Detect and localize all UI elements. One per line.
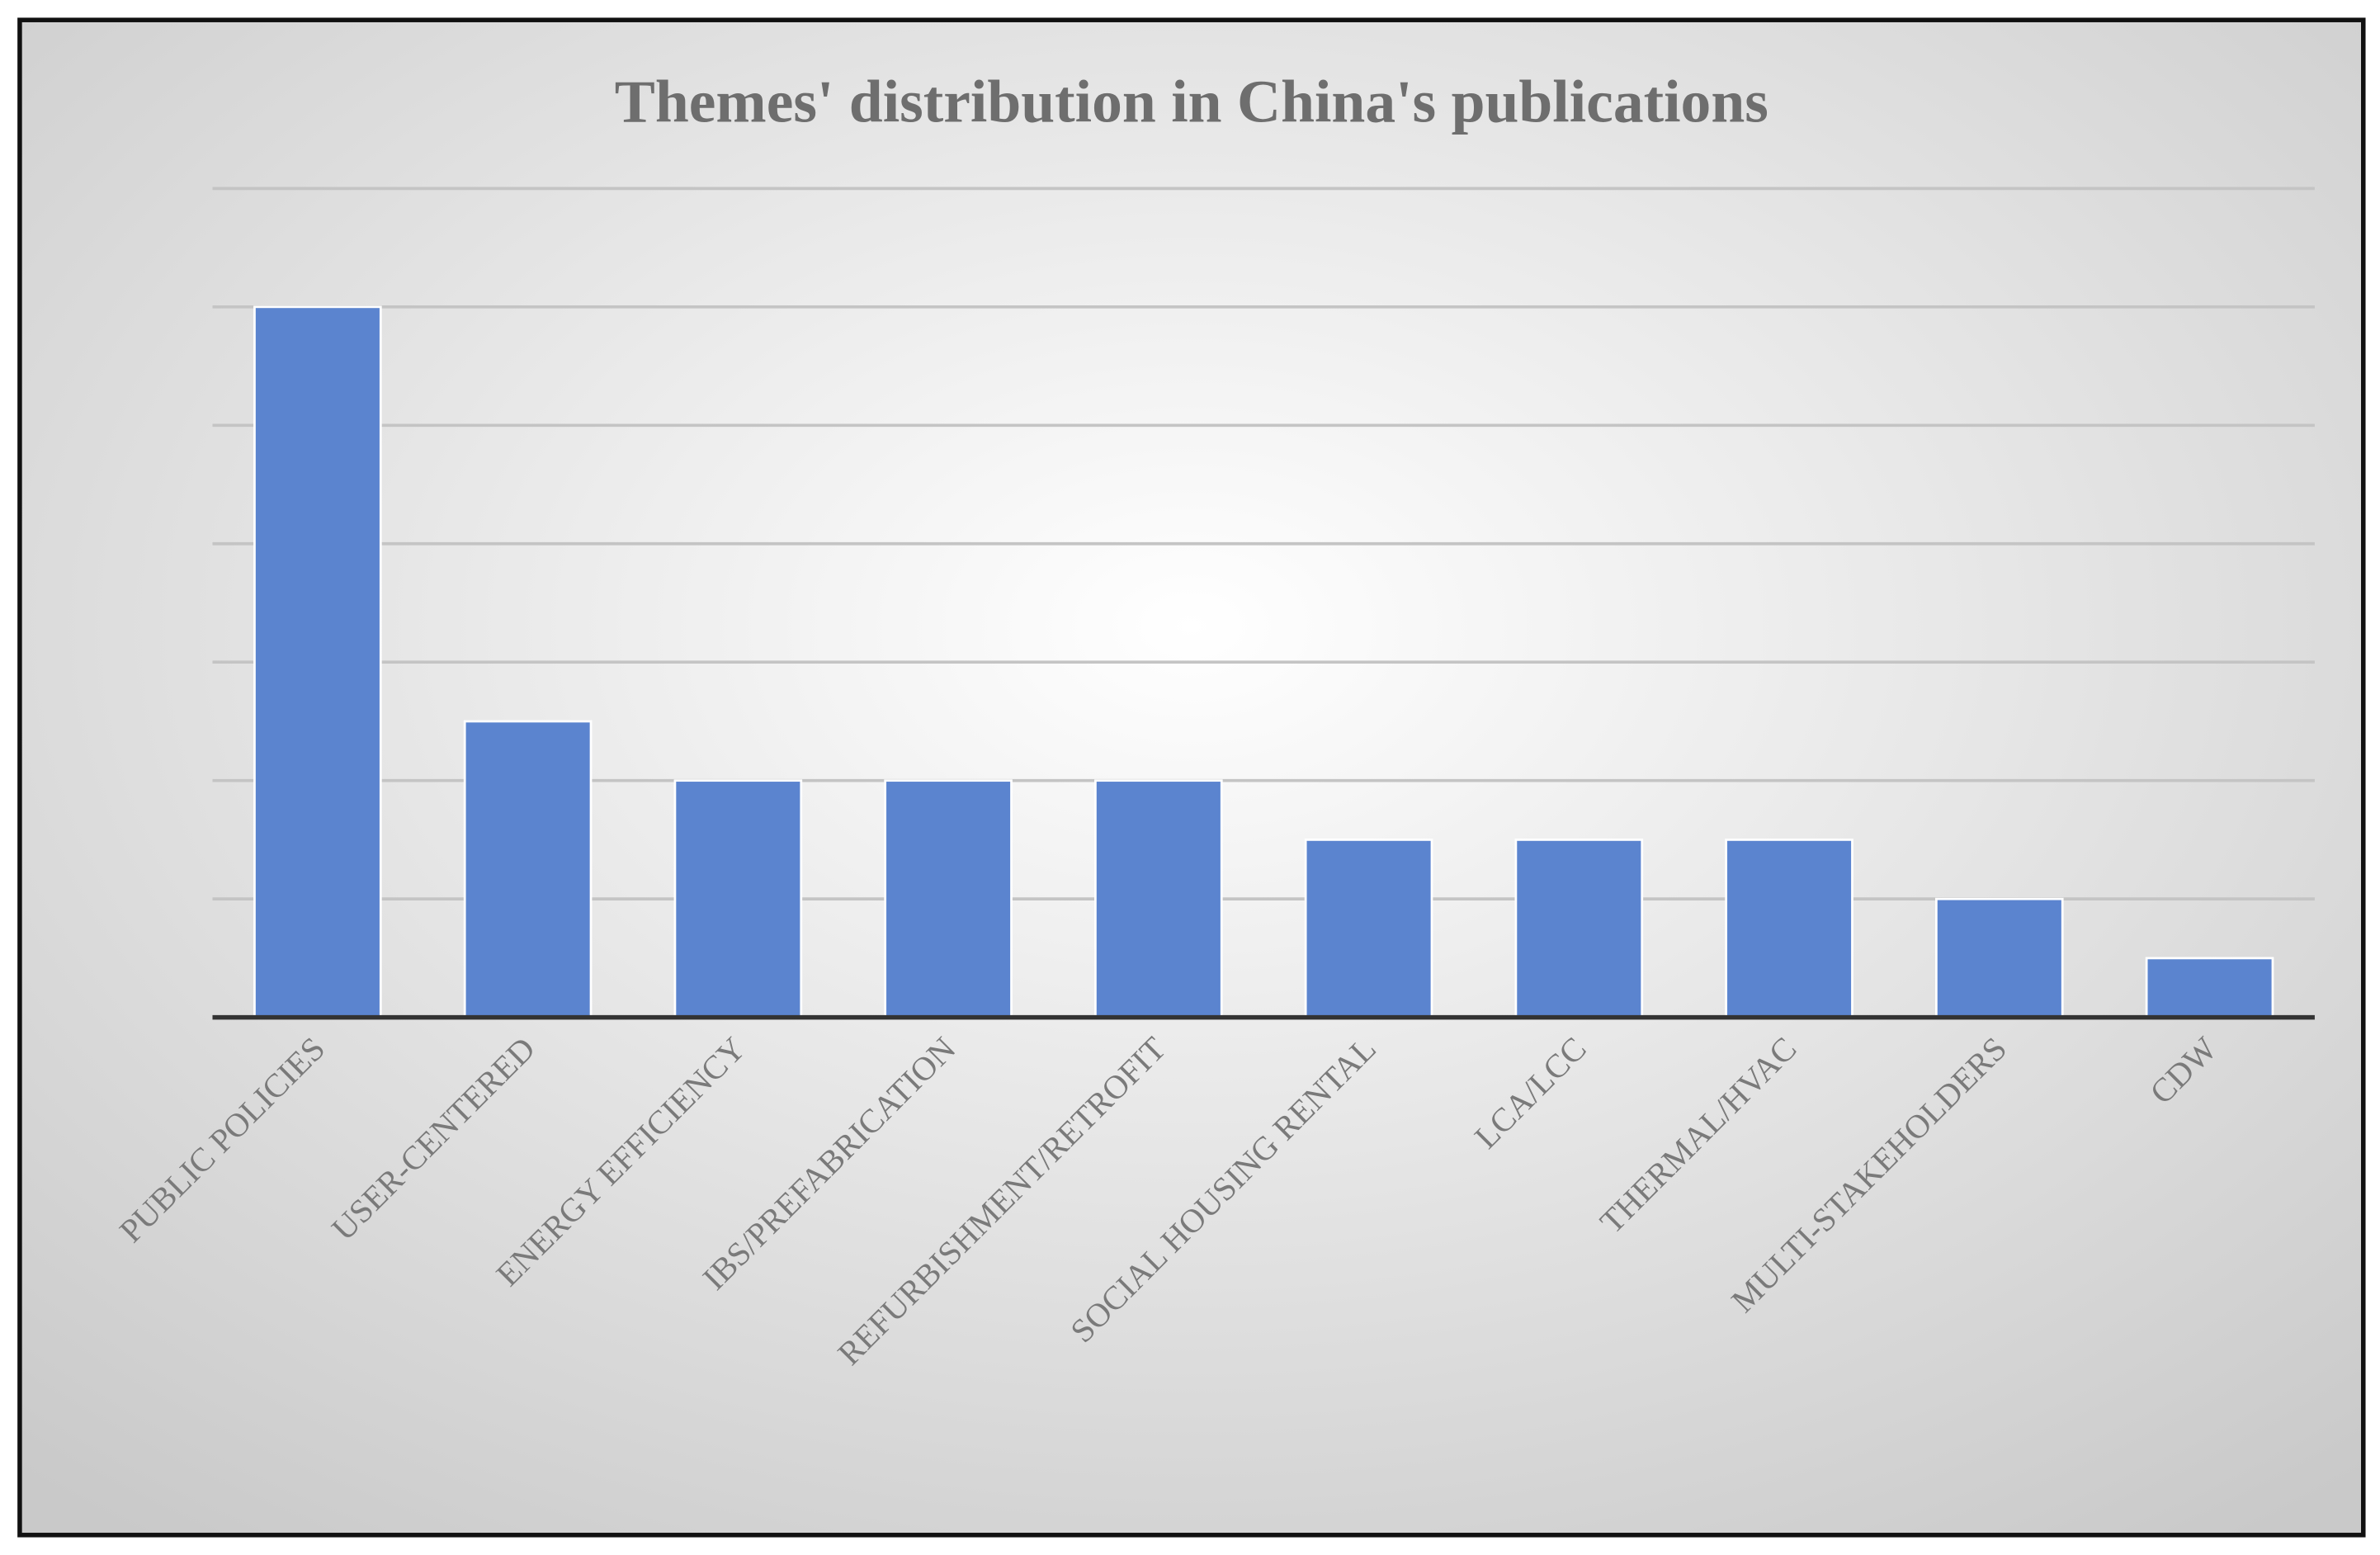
- chart-title: Themes' distribution in China's publicat…: [615, 67, 1768, 135]
- bar: [253, 305, 382, 1019]
- bar: [1934, 897, 2064, 1019]
- bar: [884, 779, 1013, 1019]
- bar: [2145, 957, 2274, 1019]
- bar: [1304, 839, 1433, 1019]
- bar: [1094, 779, 1223, 1019]
- bar: [463, 720, 593, 1019]
- bar: [1514, 839, 1644, 1019]
- bar: [673, 779, 803, 1019]
- chart-frame: [17, 17, 2366, 1538]
- bar: [1725, 839, 1853, 1019]
